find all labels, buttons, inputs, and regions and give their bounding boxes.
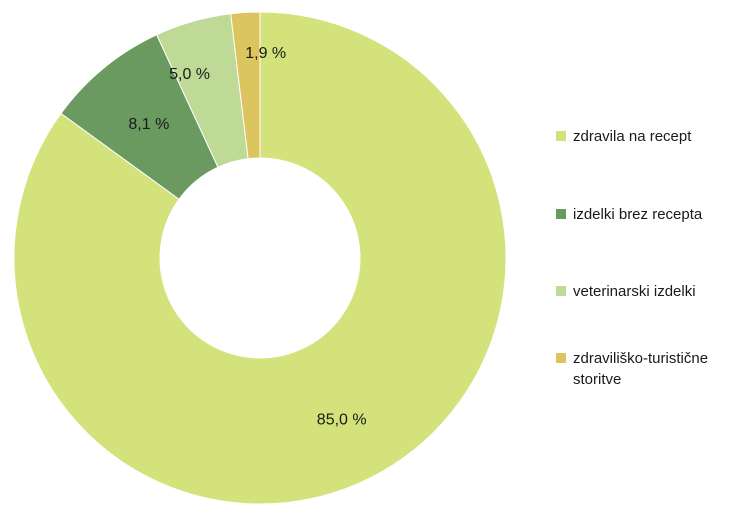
donut-slices	[13, 11, 507, 505]
slice-spa-tourism-services	[230, 11, 261, 160]
legend-item-prescription-drugs: zdravila na recept	[556, 126, 733, 147]
legend-item-veterinary-products: veterinarski izdelki	[556, 281, 733, 302]
legend-label-otc-products: izdelki brez recepta	[573, 206, 703, 223]
legend-swatch-otc-products	[556, 209, 566, 219]
legend-item-otc-products: izdelki brez recepta	[556, 204, 733, 225]
legend-label-prescription-drugs: zdravila na recept	[573, 128, 692, 145]
legend-label-veterinary-products: veterinarski izdelki	[573, 283, 696, 300]
data-labels: 85,0 % 8,1 % 5,0 % 1,9 %	[128, 45, 366, 428]
label-veterinary-products: 5,0 %	[169, 66, 210, 83]
label-prescription-drugs: 85,0 %	[317, 411, 367, 428]
legend-label-spa-tourism-services: zdraviliško-turistične storitve	[573, 350, 709, 388]
legend-swatch-spa-tourism-services	[556, 353, 566, 363]
label-otc-products: 8,1 %	[128, 116, 169, 133]
slice-prescription-drugs	[13, 11, 507, 505]
legend-swatch-prescription-drugs	[556, 131, 566, 141]
legend-swatch-veterinary-products	[556, 286, 566, 296]
legend-item-spa-tourism-services: zdraviliško-turistične storitve	[556, 348, 733, 390]
donut-chart: 85,0 % 8,1 % 5,0 % 1,9 %	[13, 11, 507, 505]
label-spa-tourism-services: 1,9 %	[245, 45, 286, 62]
